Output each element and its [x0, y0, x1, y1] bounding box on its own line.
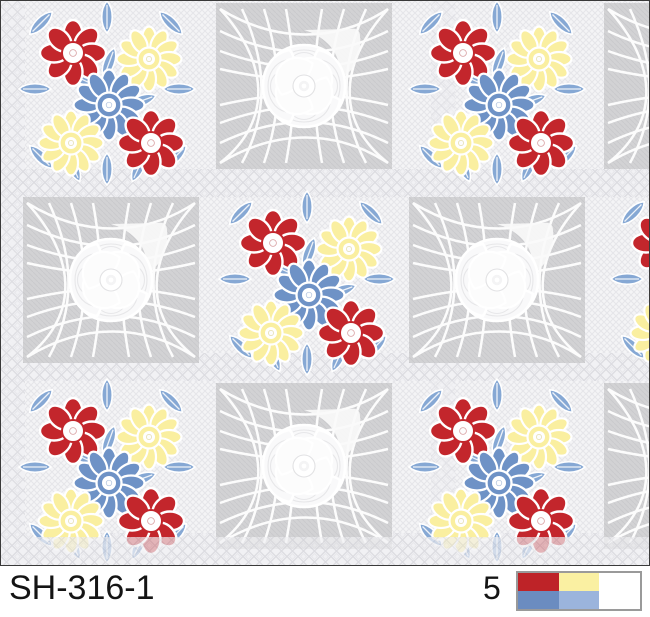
block-lace-r0c3 [602, 1, 649, 171]
swatch-blue-medium [518, 591, 559, 609]
design-code-label: SH-316-1 [9, 569, 155, 607]
block-lace-r2c1 [214, 381, 394, 551]
color-swatch [516, 571, 642, 611]
swatch-white-bottom [599, 591, 640, 609]
bottom-scallop-band [1, 537, 649, 565]
swatch-yellow [558, 573, 600, 591]
swatch-red [518, 573, 559, 591]
block-lace-r1c2 [407, 195, 587, 365]
fabric-pattern-canvas [1, 1, 649, 565]
block-lace-r2c3 [602, 381, 649, 551]
block-lace-r0c1 [214, 1, 394, 171]
swatch-blue-light [558, 591, 600, 609]
colorway-number-label: 5 [483, 570, 501, 606]
block-lace-r1c0 [21, 195, 201, 365]
swatch-white-top [599, 573, 640, 591]
fabric-swatch-image [0, 0, 650, 566]
